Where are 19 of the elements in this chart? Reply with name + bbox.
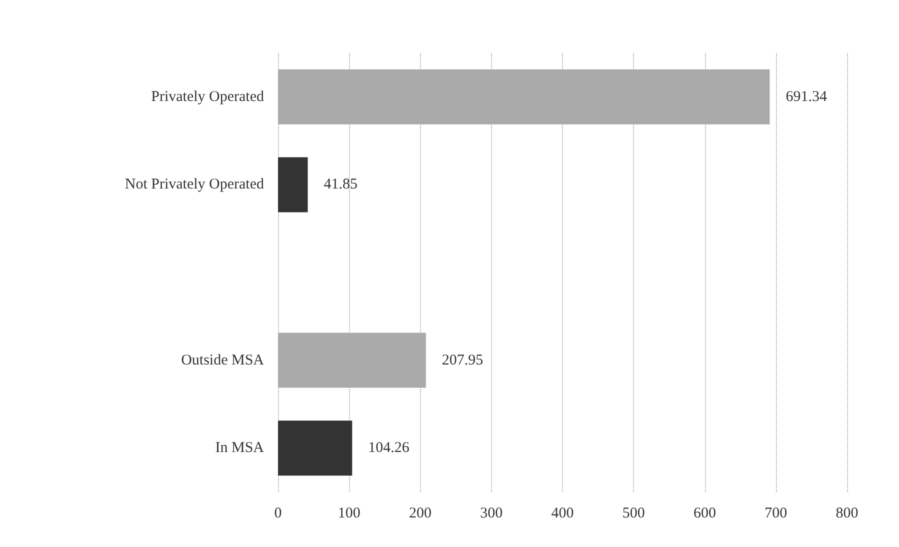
data-label: 207.95: [442, 352, 484, 368]
bar: [278, 420, 352, 476]
x-tick-label: 0: [274, 506, 282, 522]
data-label: 41.85: [324, 176, 358, 193]
x-tick-label: 700: [764, 506, 788, 522]
y-tick-label: In MSA: [215, 440, 264, 456]
y-tick-label: Outside MSA: [181, 352, 264, 368]
x-tick-label: 300: [480, 506, 503, 522]
x-tick-label: 800: [836, 506, 858, 522]
y-tick-label: Not Privately Operated: [124, 176, 264, 193]
x-tick-label: 100: [338, 506, 360, 522]
x-tick-label: 500: [622, 506, 645, 522]
x-tick-label: 600: [694, 506, 716, 522]
x-tick-label: 200: [409, 506, 432, 522]
data-label: 104.26: [368, 440, 410, 456]
data-label: 691.34: [786, 88, 828, 105]
x-tick-label: 400: [551, 506, 574, 522]
bar: [278, 157, 308, 212]
y-tick-label: Privately Operated: [151, 88, 264, 105]
